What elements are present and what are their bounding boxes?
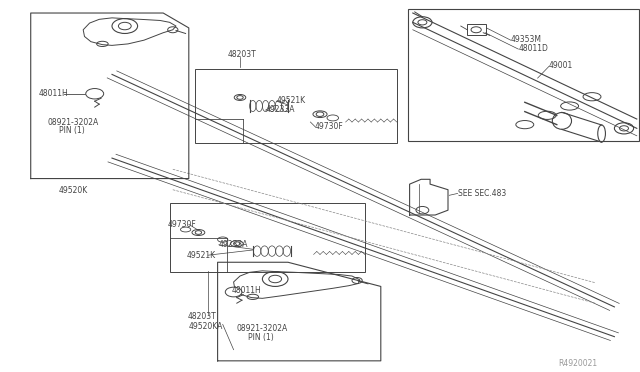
Text: R4920021: R4920021 bbox=[559, 359, 598, 368]
Text: SEE SEC.483: SEE SEC.483 bbox=[458, 189, 506, 198]
Text: 49233A: 49233A bbox=[219, 240, 248, 249]
Text: 49520KA: 49520KA bbox=[189, 322, 223, 331]
Text: 48011H: 48011H bbox=[232, 286, 261, 295]
Text: 49353M: 49353M bbox=[511, 35, 541, 44]
Bar bbox=[170, 203, 365, 272]
Text: 49001: 49001 bbox=[549, 61, 573, 70]
Text: 49233A: 49233A bbox=[266, 105, 295, 114]
Text: 48203T: 48203T bbox=[188, 312, 216, 321]
Text: 08921-3202A: 08921-3202A bbox=[237, 324, 288, 333]
Circle shape bbox=[225, 287, 242, 297]
Text: 49730F: 49730F bbox=[168, 220, 196, 229]
Text: 48011H: 48011H bbox=[38, 89, 68, 98]
Text: 49520K: 49520K bbox=[59, 186, 88, 195]
Bar bbox=[195, 69, 397, 143]
Text: 48203T: 48203T bbox=[227, 50, 256, 59]
Text: 49521K: 49521K bbox=[187, 251, 216, 260]
Text: 49521K: 49521K bbox=[276, 96, 306, 105]
Bar bbox=[408, 9, 639, 141]
Text: PIN (1): PIN (1) bbox=[59, 126, 84, 135]
Text: PIN (1): PIN (1) bbox=[248, 333, 274, 342]
Text: 48011D: 48011D bbox=[518, 44, 548, 53]
Text: 49730F: 49730F bbox=[315, 122, 344, 131]
Circle shape bbox=[86, 89, 104, 99]
Bar bbox=[467, 24, 486, 35]
Text: 08921-3202A: 08921-3202A bbox=[48, 118, 99, 126]
